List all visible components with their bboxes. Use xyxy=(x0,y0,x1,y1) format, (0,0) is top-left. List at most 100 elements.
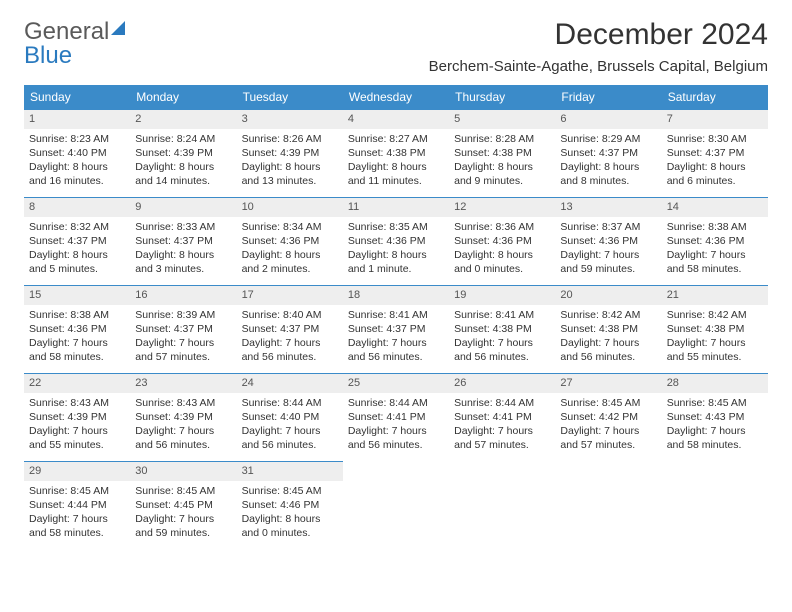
daylight-text: Daylight: 7 hours and 59 minutes. xyxy=(135,512,231,540)
sunrise-text: Sunrise: 8:38 AM xyxy=(667,220,763,234)
calendar-row: 8Sunrise: 8:32 AMSunset: 4:37 PMDaylight… xyxy=(24,198,768,286)
calendar-cell: 30Sunrise: 8:45 AMSunset: 4:45 PMDayligh… xyxy=(130,462,236,550)
sunset-text: Sunset: 4:43 PM xyxy=(667,410,763,424)
day-number: 23 xyxy=(130,374,236,393)
sunset-text: Sunset: 4:39 PM xyxy=(135,146,231,160)
dayheader-sat: Saturday xyxy=(662,85,768,110)
day-text: Sunrise: 8:45 AMSunset: 4:42 PMDaylight:… xyxy=(555,393,661,459)
page-header: General December 2024 Berchem-Sainte-Aga… xyxy=(24,18,768,75)
sunrise-text: Sunrise: 8:36 AM xyxy=(454,220,550,234)
calendar-cell: 5Sunrise: 8:28 AMSunset: 4:38 PMDaylight… xyxy=(449,110,555,198)
daylight-text: Daylight: 8 hours and 6 minutes. xyxy=(667,160,763,188)
sunrise-text: Sunrise: 8:42 AM xyxy=(667,308,763,322)
daylight-text: Daylight: 7 hours and 55 minutes. xyxy=(667,336,763,364)
sunrise-text: Sunrise: 8:33 AM xyxy=(135,220,231,234)
calendar-cell: 15Sunrise: 8:38 AMSunset: 4:36 PMDayligh… xyxy=(24,286,130,374)
sunrise-text: Sunrise: 8:43 AM xyxy=(135,396,231,410)
sunrise-text: Sunrise: 8:32 AM xyxy=(29,220,125,234)
day-text: Sunrise: 8:34 AMSunset: 4:36 PMDaylight:… xyxy=(237,217,343,283)
day-text: Sunrise: 8:41 AMSunset: 4:38 PMDaylight:… xyxy=(449,305,555,371)
sunrise-text: Sunrise: 8:37 AM xyxy=(560,220,656,234)
sunset-text: Sunset: 4:42 PM xyxy=(560,410,656,424)
dayheader-sun: Sunday xyxy=(24,85,130,110)
page-title: December 2024 xyxy=(429,18,768,52)
sunset-text: Sunset: 4:37 PM xyxy=(348,322,444,336)
day-text: Sunrise: 8:42 AMSunset: 4:38 PMDaylight:… xyxy=(662,305,768,371)
day-number: 15 xyxy=(24,286,130,305)
daylight-text: Daylight: 7 hours and 56 minutes. xyxy=(348,336,444,364)
sunset-text: Sunset: 4:37 PM xyxy=(667,146,763,160)
logo-line2: Blue xyxy=(24,42,72,70)
day-text: Sunrise: 8:24 AMSunset: 4:39 PMDaylight:… xyxy=(130,129,236,195)
sunrise-text: Sunrise: 8:30 AM xyxy=(667,132,763,146)
calendar-cell: 9Sunrise: 8:33 AMSunset: 4:37 PMDaylight… xyxy=(130,198,236,286)
sunset-text: Sunset: 4:37 PM xyxy=(135,322,231,336)
daylight-text: Daylight: 8 hours and 1 minute. xyxy=(348,248,444,276)
calendar-cell: 29Sunrise: 8:45 AMSunset: 4:44 PMDayligh… xyxy=(24,462,130,550)
calendar-cell: 23Sunrise: 8:43 AMSunset: 4:39 PMDayligh… xyxy=(130,374,236,462)
calendar-cell: 6Sunrise: 8:29 AMSunset: 4:37 PMDaylight… xyxy=(555,110,661,198)
day-number: 16 xyxy=(130,286,236,305)
calendar-cell: 10Sunrise: 8:34 AMSunset: 4:36 PMDayligh… xyxy=(237,198,343,286)
day-number: 7 xyxy=(662,110,768,129)
calendar-cell: 26Sunrise: 8:44 AMSunset: 4:41 PMDayligh… xyxy=(449,374,555,462)
daylight-text: Daylight: 7 hours and 58 minutes. xyxy=(29,336,125,364)
daylight-text: Daylight: 7 hours and 56 minutes. xyxy=(135,424,231,452)
day-number: 12 xyxy=(449,198,555,217)
sunset-text: Sunset: 4:37 PM xyxy=(560,146,656,160)
day-number: 1 xyxy=(24,110,130,129)
calendar-row: 15Sunrise: 8:38 AMSunset: 4:36 PMDayligh… xyxy=(24,286,768,374)
day-number: 26 xyxy=(449,374,555,393)
day-number: 13 xyxy=(555,198,661,217)
daylight-text: Daylight: 8 hours and 2 minutes. xyxy=(242,248,338,276)
calendar-cell xyxy=(555,462,661,550)
sunrise-text: Sunrise: 8:34 AM xyxy=(242,220,338,234)
day-number: 31 xyxy=(237,462,343,481)
daylight-text: Daylight: 7 hours and 58 minutes. xyxy=(667,248,763,276)
sunrise-text: Sunrise: 8:35 AM xyxy=(348,220,444,234)
daylight-text: Daylight: 7 hours and 56 minutes. xyxy=(560,336,656,364)
sunrise-text: Sunrise: 8:41 AM xyxy=(454,308,550,322)
day-number: 4 xyxy=(343,110,449,129)
sunrise-text: Sunrise: 8:45 AM xyxy=(242,484,338,498)
day-number: 18 xyxy=(343,286,449,305)
sunset-text: Sunset: 4:36 PM xyxy=(560,234,656,248)
sunrise-text: Sunrise: 8:43 AM xyxy=(29,396,125,410)
day-text: Sunrise: 8:29 AMSunset: 4:37 PMDaylight:… xyxy=(555,129,661,195)
day-number: 6 xyxy=(555,110,661,129)
sunrise-text: Sunrise: 8:28 AM xyxy=(454,132,550,146)
day-text: Sunrise: 8:32 AMSunset: 4:37 PMDaylight:… xyxy=(24,217,130,283)
day-number: 24 xyxy=(237,374,343,393)
daylight-text: Daylight: 7 hours and 56 minutes. xyxy=(242,336,338,364)
day-text: Sunrise: 8:36 AMSunset: 4:36 PMDaylight:… xyxy=(449,217,555,283)
logo-text-blue: Blue xyxy=(24,42,72,69)
day-text: Sunrise: 8:45 AMSunset: 4:43 PMDaylight:… xyxy=(662,393,768,459)
sunset-text: Sunset: 4:41 PM xyxy=(348,410,444,424)
sunset-text: Sunset: 4:36 PM xyxy=(667,234,763,248)
calendar-cell: 25Sunrise: 8:44 AMSunset: 4:41 PMDayligh… xyxy=(343,374,449,462)
daylight-text: Daylight: 7 hours and 56 minutes. xyxy=(242,424,338,452)
day-number: 14 xyxy=(662,198,768,217)
day-text: Sunrise: 8:45 AMSunset: 4:44 PMDaylight:… xyxy=(24,481,130,547)
sunset-text: Sunset: 4:36 PM xyxy=(454,234,550,248)
daylight-text: Daylight: 8 hours and 8 minutes. xyxy=(560,160,656,188)
dayheader-wed: Wednesday xyxy=(343,85,449,110)
calendar-cell: 21Sunrise: 8:42 AMSunset: 4:38 PMDayligh… xyxy=(662,286,768,374)
day-number: 5 xyxy=(449,110,555,129)
sunset-text: Sunset: 4:37 PM xyxy=(135,234,231,248)
calendar-cell: 4Sunrise: 8:27 AMSunset: 4:38 PMDaylight… xyxy=(343,110,449,198)
logo-triangle-icon xyxy=(111,21,125,35)
day-number: 28 xyxy=(662,374,768,393)
day-number: 11 xyxy=(343,198,449,217)
day-number: 9 xyxy=(130,198,236,217)
day-number: 22 xyxy=(24,374,130,393)
calendar-cell: 3Sunrise: 8:26 AMSunset: 4:39 PMDaylight… xyxy=(237,110,343,198)
day-text: Sunrise: 8:44 AMSunset: 4:41 PMDaylight:… xyxy=(449,393,555,459)
sunrise-text: Sunrise: 8:41 AM xyxy=(348,308,444,322)
calendar-cell: 24Sunrise: 8:44 AMSunset: 4:40 PMDayligh… xyxy=(237,374,343,462)
day-number: 27 xyxy=(555,374,661,393)
day-text: Sunrise: 8:27 AMSunset: 4:38 PMDaylight:… xyxy=(343,129,449,195)
sunrise-text: Sunrise: 8:45 AM xyxy=(135,484,231,498)
day-number: 17 xyxy=(237,286,343,305)
day-number: 29 xyxy=(24,462,130,481)
